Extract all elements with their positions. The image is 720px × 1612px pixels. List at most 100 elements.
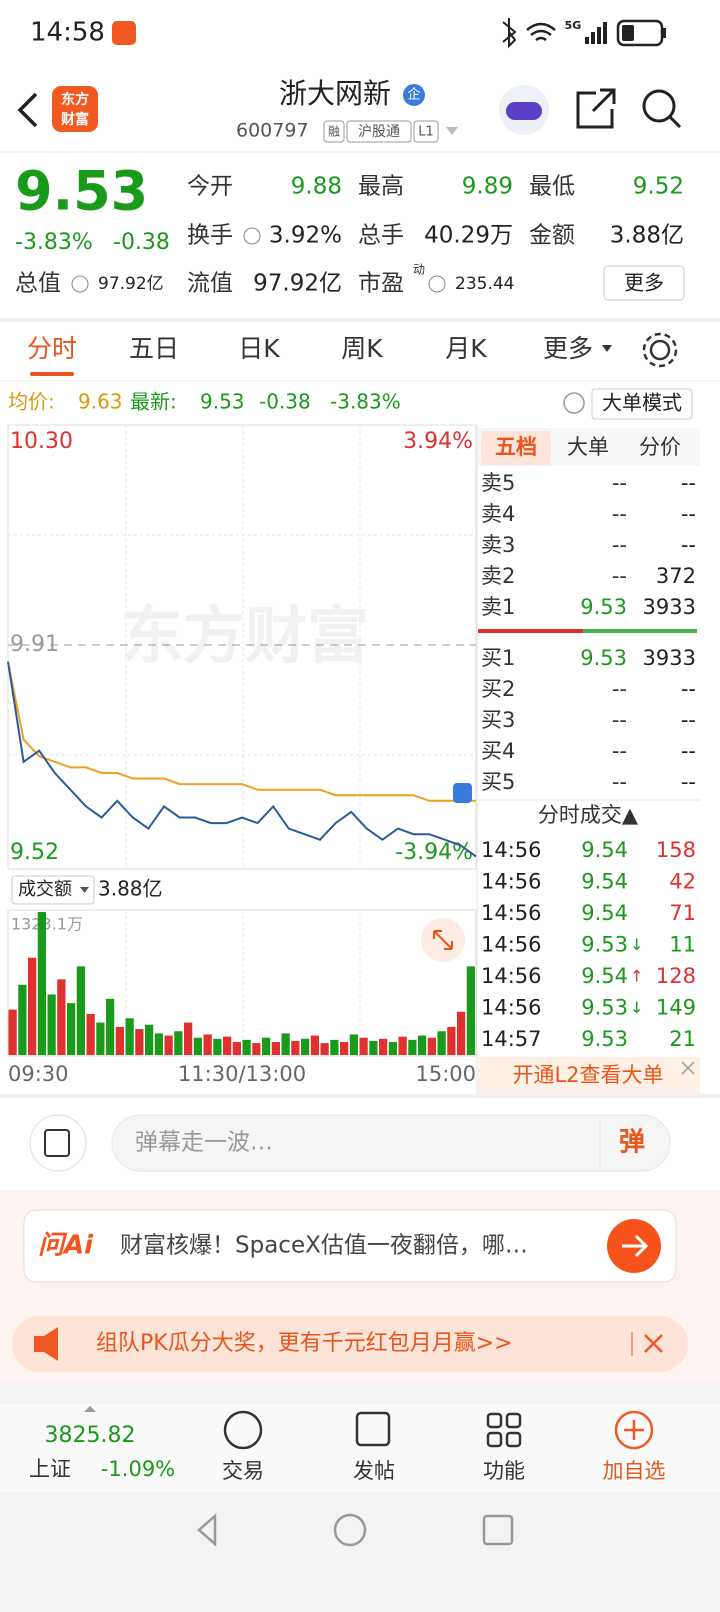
tab-indicator: [30, 372, 74, 376]
ai-logo: 问Ai: [38, 1231, 94, 1261]
comment-input[interactable]: [111, 1114, 671, 1172]
add-watchlist-icon[interactable]: [614, 1410, 654, 1450]
danmaku-toggle[interactable]: [29, 1114, 87, 1172]
trade-price: 9.54: [581, 838, 628, 862]
ai-banner[interactable]: [23, 1209, 677, 1283]
price-line: [7, 661, 477, 858]
nav-label[interactable]: 加自选: [603, 1459, 666, 1483]
book-price: --: [612, 502, 627, 526]
change: -0.38: [113, 230, 170, 255]
trade-price: 9.53: [581, 1027, 628, 1051]
trade-volume: 42: [669, 870, 696, 894]
tab-bar: [0, 1404, 720, 1492]
tab[interactable]: 五日: [129, 334, 179, 363]
trade-icon[interactable]: [223, 1410, 263, 1450]
danmaku-button[interactable]: 弹: [619, 1128, 645, 1158]
badge: 企: [407, 87, 420, 103]
volume-bar: [8, 1009, 17, 1055]
book-volume: --: [681, 770, 696, 794]
book-tab[interactable]: 五档: [495, 435, 537, 459]
chart-frame: [7, 424, 477, 870]
volume-bar: [67, 1003, 76, 1055]
volume-bar: [408, 1039, 417, 1055]
tag-box: [413, 120, 439, 143]
close-button[interactable]: [644, 1334, 663, 1353]
trade-arrow: ↓: [630, 998, 643, 1017]
volume-bar: [164, 1035, 173, 1055]
post-icon[interactable]: [355, 1411, 391, 1447]
tag: 沪股通: [358, 124, 400, 140]
nav-label[interactable]: 发帖: [353, 1459, 395, 1483]
book-label: 买5: [481, 770, 515, 794]
book-label: 卖5: [481, 471, 515, 495]
badge-bg: [403, 84, 425, 106]
info-icon[interactable]: [71, 275, 89, 293]
book-tab[interactable]: 分价: [639, 435, 681, 459]
book-tab[interactable]: 大单: [567, 435, 609, 459]
promo-banner[interactable]: [12, 1316, 688, 1372]
assistant-visor: [506, 102, 542, 120]
nav-label[interactable]: 功能: [483, 1459, 525, 1483]
help-icon[interactable]: [563, 392, 585, 414]
book-price: --: [612, 533, 627, 557]
nav-back[interactable]: [197, 1513, 217, 1547]
tab[interactable]: 分时: [27, 334, 77, 363]
dropdown-arrow[interactable]: [602, 345, 612, 352]
latest-value: 9.53: [200, 390, 245, 414]
tab[interactable]: 月K: [445, 334, 487, 363]
index-name: 上证: [29, 1457, 71, 1481]
avg-label: 均价:: [8, 390, 55, 414]
more-button[interactable]: [603, 265, 685, 301]
trade-volume: 71: [669, 901, 696, 925]
volume-bar: [252, 1043, 261, 1055]
network-type: 5G: [565, 19, 582, 32]
function-icon[interactable]: [486, 1412, 503, 1429]
nav-label[interactable]: 交易: [222, 1459, 264, 1483]
volume-bar: [184, 1022, 193, 1055]
volume-bar: [466, 966, 475, 1055]
function-icon: [486, 1431, 503, 1448]
info-icon[interactable]: [243, 227, 261, 245]
trade-volume: 21: [669, 1027, 696, 1051]
close-button[interactable]: [681, 1061, 695, 1075]
average-line: [7, 661, 476, 802]
search-button[interactable]: [642, 89, 676, 123]
dropdown-arrow[interactable]: [446, 127, 458, 135]
trade-time: 14:56: [481, 870, 542, 894]
volume-bar: [349, 1034, 358, 1055]
volume-bar: [203, 1034, 212, 1055]
x-tick-label: 09:30: [8, 1062, 69, 1086]
info-icon[interactable]: [428, 275, 446, 293]
stat-value: 9.89: [462, 174, 513, 200]
settings-button[interactable]: [649, 339, 671, 361]
volume-bar: [57, 979, 66, 1055]
book-volume: 372: [656, 564, 696, 588]
y2-tick-label: 3.94%: [403, 429, 473, 454]
book-label: 买2: [481, 677, 515, 701]
nav-home[interactable]: [333, 1513, 367, 1547]
avg-value: 9.63: [78, 390, 123, 414]
share-button[interactable]: [576, 88, 616, 129]
function-icon: [505, 1412, 522, 1429]
book-volume: --: [681, 502, 696, 526]
battery-level: [622, 25, 634, 41]
l2-promo-bg[interactable]: [478, 1057, 700, 1094]
signal-marker: [453, 783, 472, 803]
tab[interactable]: 周K: [341, 334, 383, 363]
nav-recents[interactable]: [482, 1514, 514, 1546]
more-button-label: 更多: [624, 271, 664, 295]
clock: 14:58: [30, 18, 105, 48]
trade-price: 9.53: [581, 933, 628, 957]
volume-bar: [447, 1026, 456, 1055]
volume-selector[interactable]: [11, 875, 95, 905]
book-volume: --: [681, 533, 696, 557]
back-button[interactable]: [17, 92, 38, 128]
tab[interactable]: 日K: [238, 334, 280, 363]
volume-bar: [418, 1035, 427, 1055]
mode-button[interactable]: [591, 388, 693, 420]
danmaku-icon: [44, 1129, 70, 1157]
book-price: --: [612, 564, 627, 588]
volume-tick-label: 1323.1万: [11, 915, 83, 934]
tab[interactable]: 更多: [543, 334, 593, 363]
trade-arrow: ↓: [630, 935, 643, 954]
